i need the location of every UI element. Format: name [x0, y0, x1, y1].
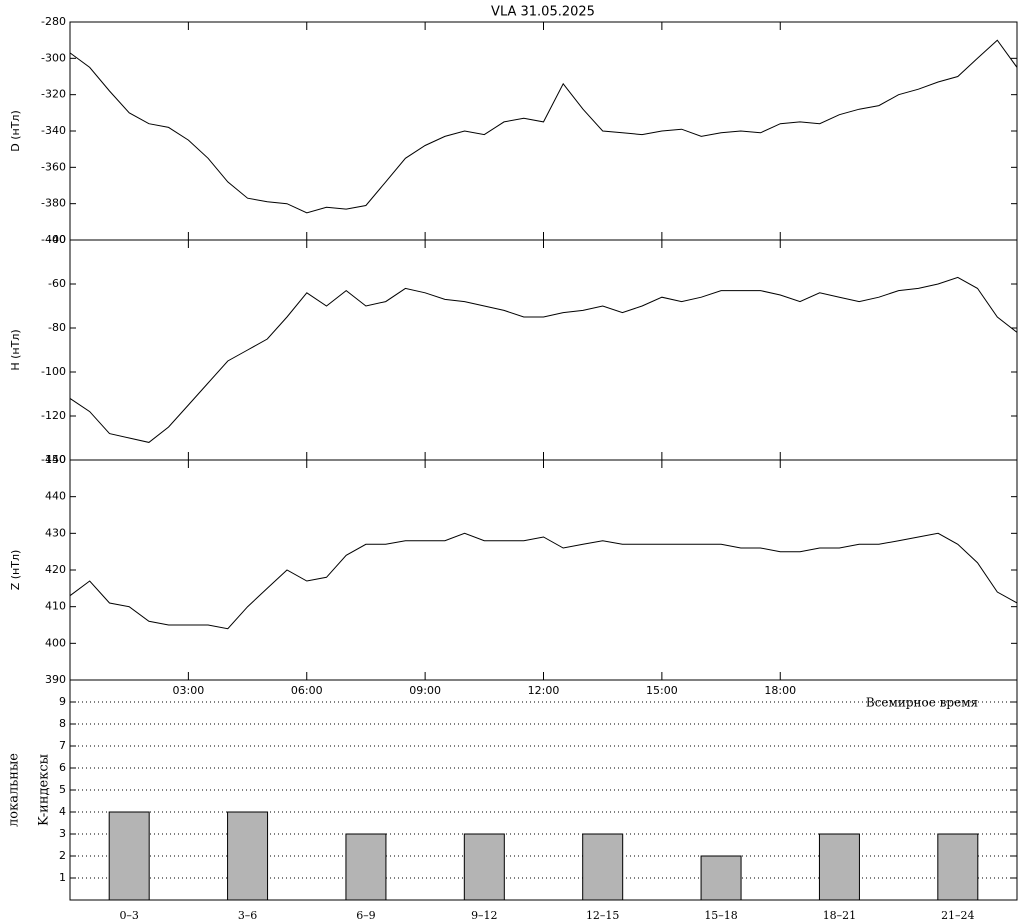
- y-tick-label: -140: [41, 453, 66, 466]
- y-tick-label: 1: [59, 871, 66, 884]
- bar: [700, 855, 742, 901]
- y-tick-label: -400: [41, 233, 66, 246]
- y-tick-label: -320: [41, 88, 66, 101]
- x-tick-label: 12–15: [586, 909, 620, 921]
- y-tick-label: 390: [45, 673, 66, 686]
- y-tick-label: 410: [45, 600, 66, 613]
- x-tick-label: 18:00: [764, 684, 796, 697]
- y-tick-label: -60: [48, 277, 66, 290]
- y-tick-label: -100: [41, 365, 66, 378]
- y-tick-label: 2: [59, 849, 66, 862]
- x-tick-label: 03:00: [173, 684, 205, 697]
- y-tick-label: -280: [41, 15, 66, 28]
- x-tick-label: 09:00: [409, 684, 441, 697]
- y-tick-label: 450: [45, 453, 66, 466]
- x-tick-label: 3–6: [238, 909, 258, 921]
- y-tick-label: 9: [59, 695, 66, 708]
- y-tick-label: 400: [45, 636, 66, 649]
- y-tick-label: -380: [41, 197, 66, 210]
- y-tick-label: 440: [45, 490, 66, 503]
- bar: [937, 833, 979, 901]
- y-tick-label: -360: [41, 160, 66, 173]
- chart-title: VLA 31.05.2025: [491, 5, 595, 20]
- y-axis-label: H (нТл): [9, 329, 22, 370]
- y-tick-label: 8: [59, 717, 66, 730]
- x-tick-label: 15–18: [704, 909, 738, 921]
- bar: [345, 833, 387, 901]
- y-tick-label: -300: [41, 51, 66, 64]
- y-tick-label: 5: [59, 783, 66, 796]
- bar: [108, 811, 150, 901]
- data-line: [69, 276, 1018, 443]
- x-tick-label: 18–21: [823, 909, 857, 921]
- x-tick-label: 12:00: [528, 684, 560, 697]
- data-line: [69, 532, 1018, 630]
- x-tick-label: 06:00: [291, 684, 323, 697]
- x-tick-label: 15:00: [646, 684, 678, 697]
- y-tick-label: -40: [48, 233, 66, 246]
- bar: [463, 833, 505, 901]
- x-tick-label: 21–24: [941, 909, 975, 921]
- x-tick-label: 9–12: [471, 909, 498, 921]
- y-tick-label: 4: [59, 805, 66, 818]
- bar: [818, 833, 860, 901]
- data-line: [69, 39, 1018, 214]
- plot-frame: [69, 21, 1018, 241]
- bar: [227, 811, 269, 901]
- plot-frame: [69, 239, 1018, 461]
- y-tick-label: 6: [59, 761, 66, 774]
- y-tick-label: -120: [41, 409, 66, 422]
- x-tick-label: 6–9: [356, 909, 376, 921]
- y-tick-label: -80: [48, 321, 66, 334]
- x-tick-label: 0–3: [119, 909, 139, 921]
- y-axis-label: Z (нТл): [9, 550, 22, 591]
- plot-frame: [69, 459, 1018, 681]
- y-tick-label: 7: [59, 739, 66, 752]
- y-axis-label: K-индексы: [37, 754, 52, 826]
- y-tick-label: -340: [41, 124, 66, 137]
- y-tick-label: 430: [45, 526, 66, 539]
- y-tick-label: 420: [45, 563, 66, 576]
- bar: [582, 833, 624, 901]
- y-axis-label: локальные: [7, 753, 22, 827]
- y-axis-label: D (нТл): [9, 110, 22, 152]
- y-tick-label: 3: [59, 827, 66, 840]
